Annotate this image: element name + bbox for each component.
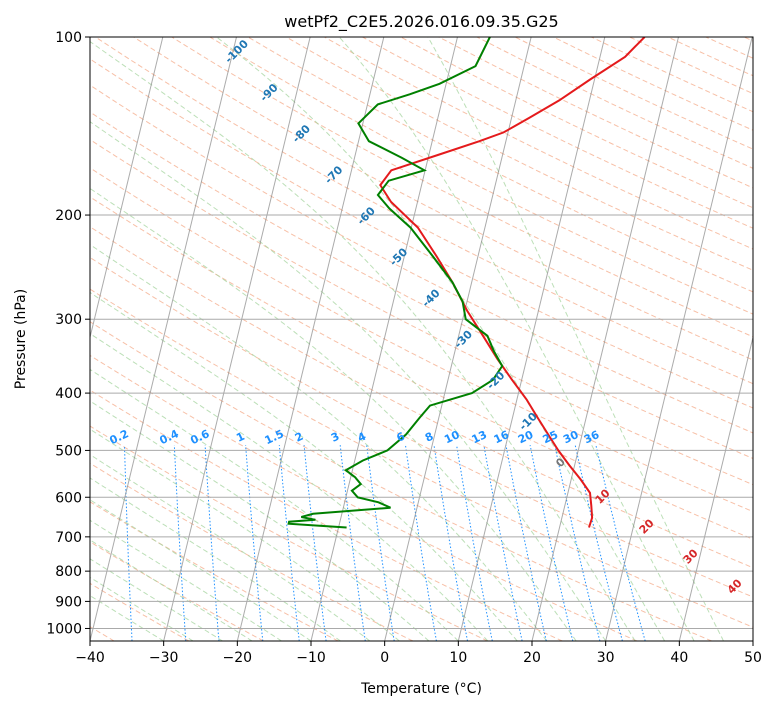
- mixing-ratio-line: [124, 445, 133, 641]
- moist-adiabat-line: [90, 595, 164, 641]
- x-tick-label: 20: [523, 650, 541, 666]
- mixing-ratio-label: 10: [442, 428, 462, 446]
- dry-adiabat-line: [90, 84, 753, 434]
- mixing-ratio-line: [433, 445, 468, 641]
- mixing-ratio-line: [595, 445, 646, 641]
- dry-adiabat-line: [90, 389, 563, 641]
- mixing-ratio-label: 16: [492, 428, 512, 446]
- mixing-ratio-label: 36: [582, 428, 602, 446]
- isotherm-line: [531, 37, 679, 641]
- x-axis-label: Temperature (°C): [360, 681, 482, 697]
- mixing-ratio-line: [456, 445, 493, 641]
- moist-adiabat-line: [90, 428, 400, 641]
- mixing-ratio-line: [204, 445, 220, 641]
- moist-adiabat-line: [90, 40, 636, 641]
- mixing-ratio-label: 30: [561, 428, 581, 446]
- mixing-ratio-line: [483, 445, 523, 641]
- isotherm-line: [457, 37, 606, 641]
- dry-adiabat-line: [90, 167, 753, 513]
- x-tick-label: −20: [223, 650, 253, 666]
- mixing-ratio-line: [529, 445, 574, 641]
- x-tick-label: 40: [670, 650, 688, 666]
- moist-adiabat-line: [90, 121, 607, 641]
- moist-adiabat-line: [90, 477, 341, 641]
- x-tick-label: 10: [449, 650, 467, 666]
- x-tick-label: −30: [149, 650, 179, 666]
- x-tick-label: −40: [75, 650, 105, 666]
- dry-adiabat-line: [90, 321, 712, 641]
- y-tick-label: 700: [55, 530, 82, 546]
- y-tick-label: 300: [55, 312, 82, 328]
- y-tick-label: 900: [55, 594, 82, 610]
- dry-adiabat-line: [90, 58, 753, 409]
- mixing-ratio-line: [366, 445, 395, 641]
- dry-adiabat-line: [90, 111, 753, 460]
- moist-adiabat-line: [90, 333, 489, 641]
- dry-adiabat-line: [90, 256, 753, 598]
- x-tick-label: 50: [744, 650, 762, 666]
- y-axis-label: Pressure (hPa): [13, 289, 29, 389]
- isotherm-line: [236, 37, 385, 641]
- x-tick-label: 0: [380, 650, 389, 666]
- mixing-ratio-label: 20: [516, 428, 536, 446]
- isotherm-line: [90, 37, 237, 641]
- dry-adiabat-line: [209, 37, 753, 315]
- y-tick-label: 100: [55, 30, 82, 46]
- y-axis: 100 200 300 400 500 600 700 800 900 1000: [46, 30, 90, 637]
- dry-adiabat-line: [90, 139, 753, 486]
- moist-adiabat-line: [427, 37, 724, 641]
- isotherm-line: [384, 37, 532, 641]
- y-tick-label: 400: [55, 386, 82, 402]
- dry-adiabat-line: [90, 288, 753, 628]
- isotherm-line: [163, 37, 311, 641]
- dewpoint-profile-line: [287, 37, 504, 529]
- mixing-ratio-label: 13: [470, 428, 489, 446]
- y-tick-label: 500: [55, 443, 82, 459]
- mixing-ratio-line: [554, 445, 601, 641]
- dry-adiabat-line: [90, 196, 753, 540]
- dry-adiabat-line: [247, 37, 753, 293]
- mixing-ratio-label: 25: [541, 428, 560, 446]
- dry-adiabat-line: [90, 582, 190, 641]
- x-tick-label: −10: [296, 650, 326, 666]
- isotherm-line: [310, 37, 458, 641]
- moist-adiabat-line: [90, 400, 430, 641]
- background-lines: [90, 37, 753, 641]
- isotherm-line: [605, 37, 753, 641]
- mixing-ratio-line: [245, 445, 264, 641]
- y-tick-label: 1000: [46, 621, 82, 637]
- x-axis: −40 −30 −20 −10 0 10 20 30 40 50: [75, 641, 762, 666]
- chart-title: wetPf2_C2E5.2026.016.09.35.G25: [284, 12, 558, 32]
- y-tick-label: 800: [55, 564, 82, 580]
- plot-frame: [89, 36, 754, 642]
- mixing-ratio-line: [574, 445, 623, 641]
- mixing-ratio-line: [405, 445, 437, 641]
- dry-adiabat-line: [90, 354, 638, 641]
- mixing-ratio-line: [505, 445, 547, 641]
- moist-adiabat-line: [90, 576, 194, 641]
- moist-adiabat-line: [90, 291, 518, 641]
- mixing-ratio-line: [278, 445, 300, 641]
- y-tick-label: 200: [55, 208, 82, 224]
- mixing-ratio-line: [173, 445, 187, 641]
- moist-adiabat-line: [216, 37, 666, 641]
- isotherm-line: [90, 37, 164, 340]
- series-lines: [287, 37, 646, 529]
- y-tick-label: 600: [55, 490, 82, 506]
- moist-adiabat-line: [90, 187, 577, 641]
- dry-adiabat-line: [90, 425, 488, 641]
- x-tick-label: 30: [597, 650, 615, 666]
